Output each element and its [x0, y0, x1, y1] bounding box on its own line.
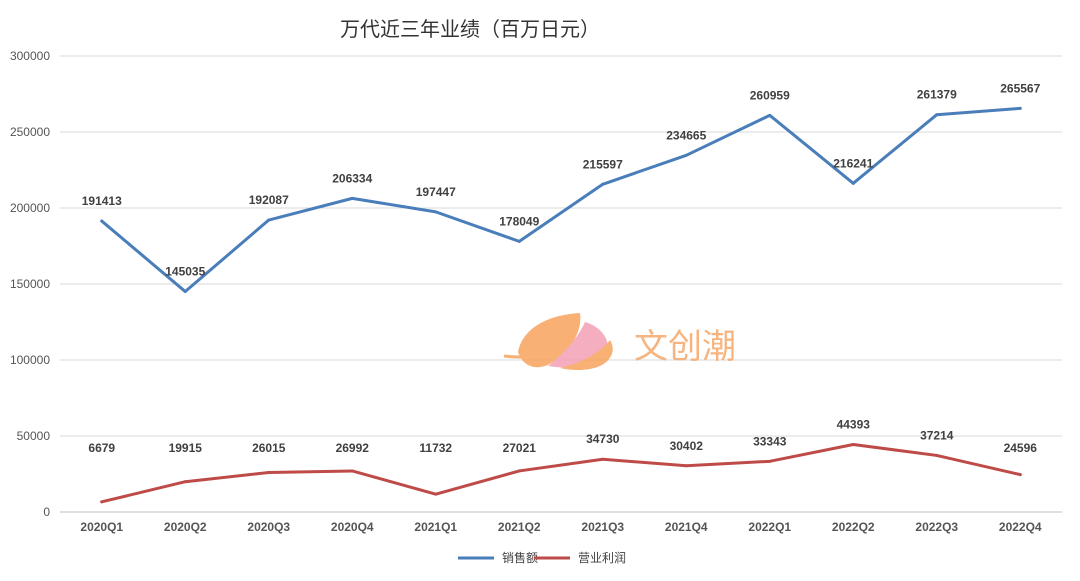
y-tick-label: 150000 — [10, 277, 50, 291]
data-label: 19915 — [169, 441, 203, 455]
x-tick-label: 2022Q1 — [748, 520, 791, 534]
data-point — [267, 470, 271, 474]
x-tick-label: 2020Q3 — [247, 520, 290, 534]
data-label: 197447 — [416, 185, 456, 199]
y-tick-label: 300000 — [10, 49, 50, 63]
data-point — [684, 464, 688, 468]
data-point — [601, 182, 605, 186]
x-tick-label: 2021Q3 — [581, 520, 624, 534]
data-label: 192087 — [249, 193, 289, 207]
x-tick-label: 2022Q2 — [832, 520, 875, 534]
data-point — [183, 480, 187, 484]
watermark-text: 文创潮 — [634, 327, 736, 367]
data-point — [1018, 106, 1022, 110]
data-label: 260959 — [750, 88, 790, 102]
data-point — [851, 181, 855, 185]
data-label: 37214 — [920, 428, 954, 442]
data-label: 11732 — [419, 441, 452, 455]
data-point — [517, 239, 521, 243]
legend-label-sales: 销售额 — [502, 550, 538, 565]
data-label: 44393 — [837, 418, 871, 432]
x-tick-label: 2021Q1 — [414, 520, 457, 534]
data-point — [100, 500, 104, 504]
data-point — [267, 218, 271, 222]
x-axis: 2020Q1 2020Q2 2020Q3 2020Q4 2021Q1 2021Q2 2021… — [80, 520, 1042, 534]
chart-title: 万代近三年业绩（百万日元） — [340, 17, 600, 41]
x-tick-label: 2020Q4 — [331, 520, 374, 534]
data-label: 265567 — [1000, 81, 1040, 95]
data-label: 191413 — [82, 194, 122, 208]
data-point — [350, 469, 354, 473]
legend-label-profit: 营业利润 — [578, 551, 626, 565]
series-layer — [100, 106, 1022, 504]
data-label: 24596 — [1004, 441, 1038, 455]
watermark-logo-icon — [503, 313, 613, 371]
x-tick-label: 2022Q4 — [999, 520, 1042, 534]
data-label: 6679 — [88, 441, 115, 455]
data-point — [183, 290, 187, 294]
data-point — [851, 443, 855, 447]
data-point — [1018, 473, 1022, 477]
data-label: 26992 — [336, 441, 370, 455]
x-tick-label: 2020Q2 — [164, 520, 207, 534]
y-tick-label: 0 — [43, 505, 50, 519]
y-axis: 0 50000 100000 150000 200000 250000 300000 — [10, 49, 50, 519]
gridlines — [60, 55, 1062, 513]
data-point — [768, 113, 772, 117]
data-label: 30402 — [670, 439, 704, 453]
x-tick-label: 2022Q3 — [915, 520, 958, 534]
data-label: 215597 — [583, 157, 623, 171]
data-point — [935, 113, 939, 117]
data-point — [768, 459, 772, 463]
data-label: 178049 — [499, 214, 539, 228]
data-label: 145035 — [165, 265, 205, 279]
data-labels: 191413 145035 192087 206334 197447 178049 2155… — [82, 81, 1041, 455]
data-label: 27021 — [503, 441, 537, 455]
series-line-0 — [100, 106, 1022, 294]
data-point — [434, 492, 438, 496]
data-point — [517, 469, 521, 473]
data-label: 261379 — [917, 88, 957, 102]
data-label: 234665 — [666, 128, 706, 142]
data-label: 34730 — [586, 432, 620, 446]
data-label: 33343 — [753, 434, 787, 448]
data-point — [100, 219, 104, 223]
data-label: 26015 — [252, 441, 286, 455]
data-point — [684, 153, 688, 157]
x-tick-label: 2020Q1 — [80, 520, 123, 534]
y-tick-label: 200000 — [10, 201, 50, 215]
data-point — [350, 196, 354, 200]
y-tick-label: 50000 — [17, 429, 51, 443]
x-tick-label: 2021Q2 — [498, 520, 541, 534]
series-line-1 — [100, 443, 1022, 504]
data-point — [434, 210, 438, 214]
y-tick-label: 100000 — [10, 353, 50, 367]
x-tick-label: 2021Q4 — [665, 520, 708, 534]
data-point — [935, 453, 939, 457]
watermark: 文创潮 — [503, 313, 736, 371]
y-tick-label: 250000 — [10, 125, 50, 139]
legend: 销售额 营业利润 — [458, 550, 626, 565]
data-label: 216241 — [833, 156, 873, 170]
data-point — [601, 457, 605, 461]
data-label: 206334 — [332, 171, 372, 185]
